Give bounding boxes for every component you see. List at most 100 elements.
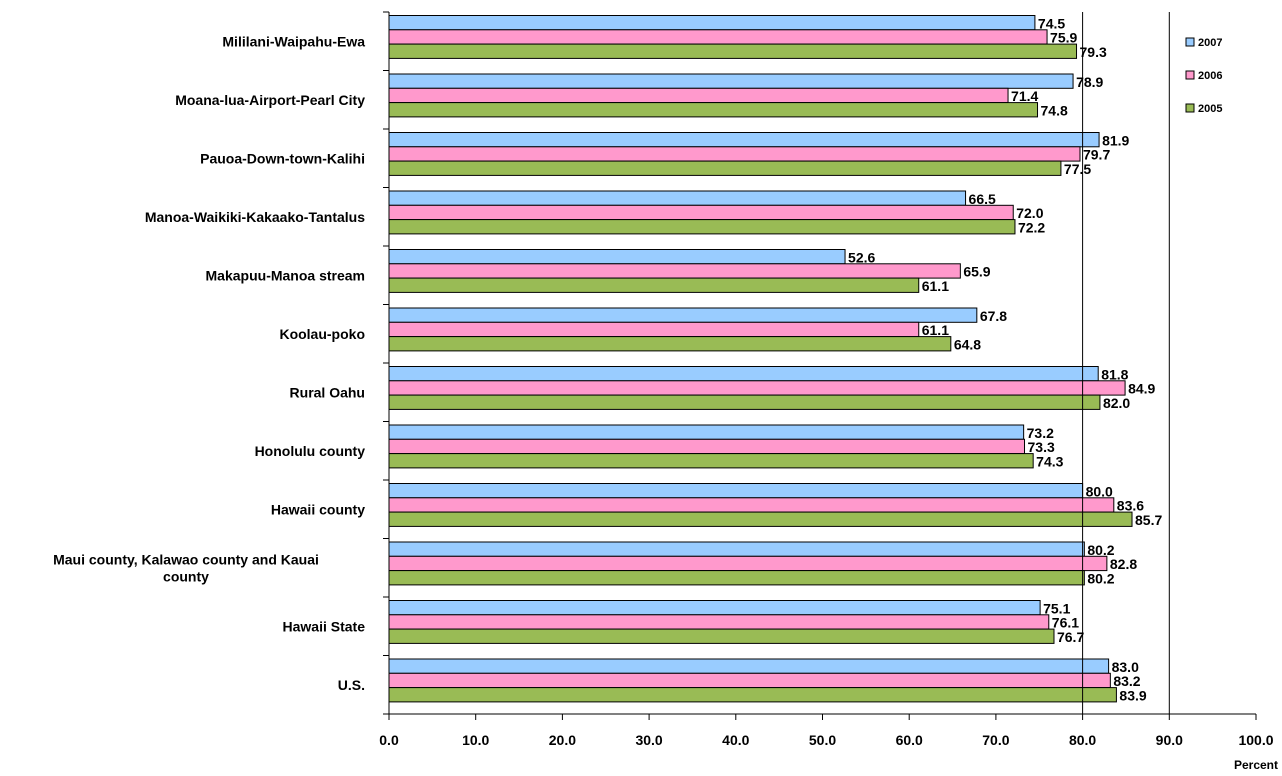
- category-label-5: Koolau-poko: [279, 326, 365, 342]
- value-label-2006-8: 83.6: [1117, 498, 1144, 514]
- value-label-2005-5: 64.8: [954, 336, 981, 352]
- value-label-2007-3: 66.5: [969, 191, 996, 207]
- value-label-2005-9: 80.2: [1087, 570, 1114, 586]
- category-labels-group: Mililani-Waipahu-Ewa Moana-lua-Airport-Pe…: [53, 33, 365, 693]
- value-label-2005-1: 74.8: [1041, 102, 1068, 118]
- bar-2007-8: [388, 483, 1084, 499]
- value-label-2005-8: 85.7: [1135, 512, 1162, 528]
- legend-label-2007: 2007: [1198, 37, 1222, 49]
- value-label-2006-4: 65.9: [963, 264, 990, 280]
- bar-2006-4: [388, 263, 961, 279]
- bar-2006-1: [388, 87, 1009, 104]
- bar-2007-6: [388, 366, 1099, 382]
- legend-label-2005: 2005: [1198, 103, 1222, 115]
- category-label-10: Hawaii State: [283, 618, 366, 634]
- bar-2005-4: [388, 277, 920, 293]
- value-label-2006-6: 84.9: [1128, 381, 1155, 397]
- category-label-2: Pauoa-Down-town-Kalihi: [200, 150, 365, 166]
- value-label-2007-8: 80.0: [1086, 483, 1113, 499]
- value-label-2007-0: 74.5: [1038, 15, 1065, 31]
- value-label-2007-4: 52.6: [848, 249, 875, 265]
- legend-swatch-2007: [1185, 37, 1195, 47]
- x-tick-label-8: 80.0: [1069, 732, 1096, 748]
- category-label-4: Makapuu-Manoa stream: [206, 267, 365, 283]
- bar-2006-5: [388, 321, 920, 338]
- value-label-2005-2: 77.5: [1064, 161, 1091, 177]
- bar-2005-8: [388, 511, 1133, 527]
- legend-swatch-2005: [1185, 103, 1195, 113]
- value-label-2007-2: 81.9: [1102, 132, 1129, 148]
- x-tick-label-7: 70.0: [982, 732, 1009, 748]
- bar-2005-3: [388, 219, 1016, 235]
- legend: 2007 2006 2005: [1185, 37, 1222, 115]
- value-labels-group: 74.575.979.3 78.9 71.474.8 81.979.777.5 66.5…: [848, 15, 1162, 703]
- bar-2005-1: [388, 102, 1039, 118]
- bar-2006-10: [388, 614, 1050, 630]
- bar-2007-7: [388, 424, 1025, 440]
- x-tick-label-3: 30.0: [635, 732, 662, 748]
- value-label-2006-9: 82.8: [1110, 556, 1137, 572]
- legend-swatch-2006: [1185, 70, 1195, 80]
- value-label-2005-3: 72.2: [1018, 219, 1045, 235]
- x-axis-title: Percent: [1234, 758, 1278, 772]
- bar-2005-7: [388, 453, 1034, 469]
- category-label-11: U.S.: [338, 677, 365, 693]
- value-label-2006-0: 75.9: [1050, 30, 1077, 46]
- bar-2006-2: [388, 146, 1081, 162]
- bar-2006-11: [388, 672, 1111, 689]
- x-tick-label-1: 10.0: [462, 732, 489, 748]
- bar-2005-0: [388, 43, 1078, 59]
- category-label-1: Moana-lua-Airport-Pearl City: [175, 92, 365, 108]
- x-tick-label-6: 60.0: [896, 732, 923, 748]
- category-label-3: Manoa-Waikiki-Kakaako-Tantalus: [145, 209, 365, 225]
- bar-2006-9: [388, 555, 1108, 572]
- bar-2005-6: [388, 394, 1101, 410]
- value-label-2005-7: 74.3: [1036, 453, 1063, 469]
- bar-2006-7: [388, 438, 1026, 455]
- bar-2005-10: [388, 628, 1055, 644]
- bar-2006-3: [388, 204, 1014, 221]
- x-tick-label-10: 100.0: [1238, 732, 1273, 748]
- value-label-2007-6: 81.8: [1101, 366, 1128, 382]
- value-label-2005-4: 61.1: [922, 278, 949, 294]
- category-label-0: Mililani-Waipahu-Ewa: [222, 33, 365, 49]
- bars-group: [388, 15, 1133, 703]
- value-label-2006-2: 79.7: [1083, 147, 1110, 163]
- bar-2005-2: [388, 160, 1062, 176]
- x-tick-label-0: 0.0: [379, 732, 399, 748]
- value-label-2007-7: 73.2: [1027, 425, 1054, 441]
- value-label-2006-5: 61.1: [922, 322, 949, 338]
- axes-group: 0.0 10.0 20.0 30.0 40.0 50.0 60.0 70.0 80.0 90.0 1…: [379, 11, 1274, 748]
- x-tick-label-9: 90.0: [1156, 732, 1183, 748]
- x-tick-label-4: 40.0: [722, 732, 749, 748]
- value-label-2007-1: 78.9: [1076, 74, 1103, 90]
- value-label-2005-10: 76.7: [1057, 629, 1084, 645]
- value-label-2007-9: 80.2: [1087, 542, 1114, 558]
- value-label-2006-3: 72.0: [1016, 205, 1043, 221]
- bar-2007-2: [388, 132, 1100, 148]
- bar-2006-8: [388, 497, 1115, 513]
- value-label-2007-11: 83.0: [1112, 659, 1139, 675]
- value-label-2005-6: 82.0: [1103, 395, 1130, 411]
- value-label-2006-10: 76.1: [1052, 615, 1079, 631]
- value-label-2006-7: 73.3: [1028, 439, 1055, 455]
- bar-2005-11: [388, 687, 1117, 703]
- value-label-2007-10: 75.1: [1043, 600, 1070, 616]
- x-tick-label-5: 50.0: [809, 732, 836, 748]
- x-tick-label-2: 20.0: [549, 732, 576, 748]
- value-label-2007-5: 67.8: [980, 308, 1007, 324]
- gridlines-group: [1082, 12, 1170, 714]
- category-label-8: Hawaii county: [271, 501, 365, 517]
- bar-2007-4: [388, 249, 846, 265]
- bar-2007-5: [388, 307, 978, 323]
- bar-2007-11: [388, 658, 1110, 674]
- bar-2007-9: [388, 541, 1085, 557]
- value-label-2005-0: 79.3: [1080, 44, 1107, 60]
- value-label-2005-11: 83.9: [1119, 687, 1146, 703]
- bar-2007-1: [388, 73, 1074, 89]
- bar-2007-3: [388, 190, 967, 206]
- bar-2007-10: [388, 600, 1041, 616]
- legend-label-2006: 2006: [1198, 70, 1222, 82]
- category-label-7: Honolulu county: [255, 443, 366, 459]
